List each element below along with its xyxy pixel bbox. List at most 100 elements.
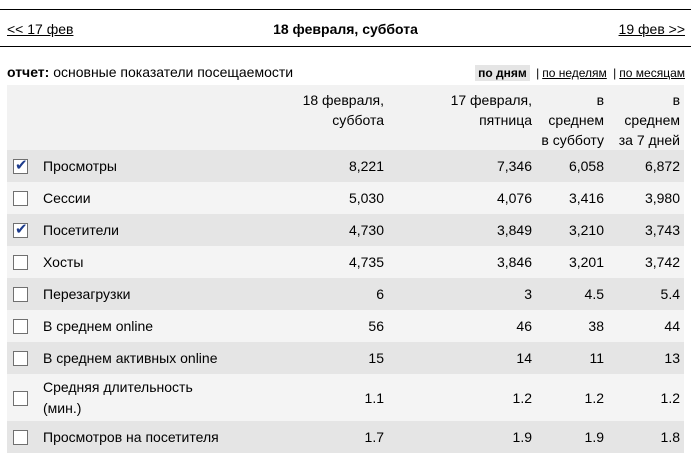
checkbox-cell: ✔ <box>7 310 43 342</box>
header-average-saturday: в среднем в субботу <box>536 85 608 150</box>
metric-checkbox[interactable]: ✔ <box>13 351 28 367</box>
value-avg-saturday: 4.5 <box>536 278 608 310</box>
metric-checkbox[interactable]: ✔ <box>13 430 28 446</box>
value-previous: 3,849 <box>388 214 536 246</box>
checkbox-cell: ✔ <box>7 342 43 374</box>
metric-checkbox[interactable]: ✔ <box>13 157 28 175</box>
checkbox-cell: ✔ <box>7 246 43 278</box>
table-row: ✔ В среднем online 56 46 38 44 <box>7 310 684 342</box>
value-avg-7-days: 3,743 <box>608 214 684 246</box>
metric-label-unit: (мин.) <box>43 399 82 416</box>
current-date-title: 18 февраля, суббота <box>273 21 418 37</box>
value-avg-saturday: 3,416 <box>536 182 608 214</box>
table-row: ✔ Просмотры 8,221 7,346 6,058 6,872 <box>7 150 684 182</box>
value-avg-7-days: 44 <box>608 310 684 342</box>
metric-checkbox[interactable]: ✔ <box>13 255 28 271</box>
value-previous: 1.9 <box>388 421 536 453</box>
table-row: ✔ Средняя длительность (мин.) 1.1 1.2 1.… <box>7 374 684 421</box>
header-checkbox-cell <box>7 85 43 150</box>
period-separator: | <box>536 66 540 80</box>
value-previous: 4,076 <box>388 182 536 214</box>
stats-table: 18 февраля, суббота 17 февраля, пятница … <box>7 85 684 453</box>
value-current: 5,030 <box>289 182 388 214</box>
value-avg-saturday: 1.9 <box>536 421 608 453</box>
header-text: среднем <box>624 112 680 128</box>
checkbox-cell: ✔ <box>7 278 43 310</box>
metric-label-cell: Средняя длительность (мин.) <box>43 374 289 421</box>
table-header-row: 18 февраля, суббота 17 февраля, пятница … <box>7 85 684 150</box>
next-day-link[interactable]: 19 фев >> <box>618 21 685 37</box>
value-avg-7-days: 1.2 <box>608 374 684 421</box>
header-text: среднем <box>548 112 604 128</box>
metric-checkbox[interactable]: ✔ <box>13 221 28 239</box>
metric-checkbox[interactable]: ✔ <box>13 191 28 207</box>
table-row: ✔ Просмотров на посетителя 1.7 1.9 1.9 1… <box>7 421 684 453</box>
metric-label: Просмотров на посетителя <box>43 421 289 453</box>
value-current: 15 <box>289 342 388 374</box>
value-previous: 14 <box>388 342 536 374</box>
value-current: 1.1 <box>289 374 388 421</box>
report-name: основные показатели посещаемости <box>53 64 294 80</box>
period-months-link[interactable]: по месяцам <box>619 66 685 80</box>
value-avg-7-days: 3,742 <box>608 246 684 278</box>
checkbox-cell: ✔ <box>7 214 43 246</box>
header-average-7-days: в среднем за 7 дней <box>608 85 684 150</box>
value-current: 56 <box>289 310 388 342</box>
value-previous: 1.2 <box>388 374 536 421</box>
header-text: в <box>672 92 680 108</box>
metric-label: В среднем online <box>43 310 289 342</box>
metric-checkbox[interactable]: ✔ <box>13 319 28 335</box>
value-current: 8,221 <box>289 150 388 182</box>
checkmark-icon: ✔ <box>15 157 28 175</box>
report-label: отчет: <box>7 64 50 80</box>
value-current: 4,730 <box>289 214 388 246</box>
metric-label: Посетители <box>43 214 289 246</box>
date-navigation-bar: << 17 фев 18 февраля, суббота 19 фев >> <box>0 9 691 47</box>
value-previous: 3 <box>388 278 536 310</box>
metric-checkbox[interactable]: ✔ <box>13 390 28 406</box>
header-text: 18 февраля, <box>302 92 384 108</box>
header-text: в субботу <box>541 132 604 148</box>
value-avg-7-days: 13 <box>608 342 684 374</box>
header-text: за 7 дней <box>618 132 680 148</box>
metric-label: Хосты <box>43 246 289 278</box>
value-avg-saturday: 3,210 <box>536 214 608 246</box>
header-previous-date: 17 февраля, пятница <box>388 85 536 150</box>
metric-label: В среднем активных online <box>43 342 289 374</box>
header-text: 17 февраля, <box>450 92 532 108</box>
metric-label: Сессии <box>43 182 289 214</box>
prev-day-link[interactable]: << 17 фев <box>7 21 74 37</box>
metric-label: Просмотры <box>43 150 289 182</box>
value-current: 1.7 <box>289 421 388 453</box>
checkbox-cell: ✔ <box>7 150 43 182</box>
header-current-date: 18 февраля, суббота <box>289 85 388 150</box>
report-title: отчет: основные показатели посещаемости <box>7 64 293 80</box>
table-row: ✔ Хосты 4,735 3,846 3,201 3,742 <box>7 246 684 278</box>
checkbox-cell: ✔ <box>7 374 43 421</box>
value-avg-7-days: 1.8 <box>608 421 684 453</box>
period-weeks-link[interactable]: по неделям <box>542 66 607 80</box>
value-avg-7-days: 5.4 <box>608 278 684 310</box>
table-row: ✔ В среднем активных online 15 14 11 13 <box>7 342 684 374</box>
table-row: ✔ Посетители 4,730 3,849 3,210 3,743 <box>7 214 684 246</box>
metric-label: Средняя длительность <box>43 378 193 395</box>
value-avg-7-days: 6,872 <box>608 150 684 182</box>
value-current: 6 <box>289 278 388 310</box>
value-avg-saturday: 3,201 <box>536 246 608 278</box>
value-avg-7-days: 3,980 <box>608 182 684 214</box>
header-text: суббота <box>332 112 384 128</box>
checkbox-cell: ✔ <box>7 421 43 453</box>
value-previous: 7,346 <box>388 150 536 182</box>
value-current: 4,735 <box>289 246 388 278</box>
metric-checkbox[interactable]: ✔ <box>13 287 28 303</box>
value-avg-saturday: 38 <box>536 310 608 342</box>
period-days-active: по дням <box>475 65 530 81</box>
value-previous: 46 <box>388 310 536 342</box>
value-avg-saturday: 6,058 <box>536 150 608 182</box>
table-row: ✔ Сессии 5,030 4,076 3,416 3,980 <box>7 182 684 214</box>
header-label-cell <box>43 85 289 150</box>
header-text: в <box>596 92 604 108</box>
period-switcher: по дням | по неделям | по месяцам <box>475 65 685 81</box>
checkbox-cell: ✔ <box>7 182 43 214</box>
metric-label: Перезагрузки <box>43 278 289 310</box>
